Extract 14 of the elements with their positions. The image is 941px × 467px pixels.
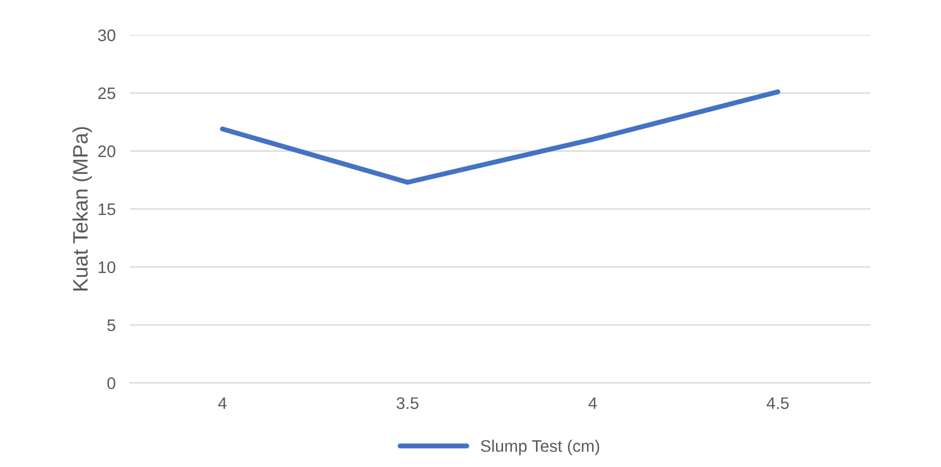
y-tick-label: 5 (107, 320, 116, 332)
y-tick-label: 30 (98, 29, 116, 42)
y-tick-label: 10 (98, 261, 116, 274)
legend-label: Slump Test (cm) (480, 440, 600, 456)
y-tick-label: 25 (98, 87, 116, 100)
x-tick-label: 4 (588, 397, 597, 409)
line-series (220, 89, 780, 185)
y-tick-label: 0 (107, 377, 116, 390)
y-axis-title: Kuat Tekan (MPa) (72, 127, 92, 290)
x-tick-label: 4 (218, 397, 227, 409)
x-tick-label: 3.5 (396, 397, 418, 410)
y-tick-label: 15 (98, 204, 116, 216)
y-tick-label: 20 (98, 145, 116, 158)
x-tick-label: 4.5 (766, 397, 789, 410)
